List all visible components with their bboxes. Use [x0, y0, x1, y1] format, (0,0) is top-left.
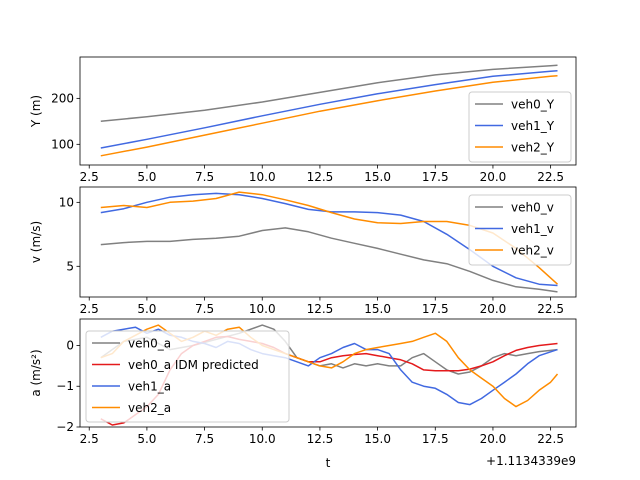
x-tick-label-2-5: 15.0	[364, 432, 391, 446]
y-axis-label-2: a (m/s²)	[29, 349, 43, 396]
x-tick-label-2-2: 7.5	[195, 432, 214, 446]
legend-label-0-1: veh1_Y	[511, 119, 555, 133]
series-line-0-0	[100, 64, 558, 123]
x-tick-label-1-2: 7.5	[195, 302, 214, 316]
x-tick-label-0-2: 7.5	[195, 170, 214, 184]
legend-label-0-2: veh2_Y	[511, 141, 555, 155]
x-tick-label-2-6: 17.5	[422, 432, 449, 446]
legend-label-1-1: veh1_v	[511, 222, 554, 236]
x-tick-label-0-8: 22.5	[537, 170, 564, 184]
x-tick-label-1-7: 20.0	[480, 302, 507, 316]
x-tick-label-0-5: 15.0	[364, 170, 391, 184]
x-tick-label-2-8: 22.5	[537, 432, 564, 446]
x-tick-label-2-4: 12.5	[307, 432, 334, 446]
series-line-0-2	[100, 75, 558, 157]
legend-label-0-0: veh0_Y	[511, 98, 555, 112]
x-tick-label-0-4: 12.5	[307, 170, 334, 184]
x-tick-label-1-0: 2.5	[80, 302, 99, 316]
y-axis-label-1: v (m/s)	[29, 221, 43, 263]
series-line-0-1	[100, 70, 558, 149]
y-tick-label-2-0: −2	[56, 420, 74, 434]
y-tick-label-0-1: 200	[51, 91, 74, 105]
legend-2	[85, 330, 290, 423]
x-tick-label-0-6: 17.5	[422, 170, 449, 184]
x-tick-label-1-4: 12.5	[307, 302, 334, 316]
x-tick-label-0-0: 2.5	[80, 170, 99, 184]
y-tick-label-0-0: 100	[51, 137, 74, 151]
legend-label-1-0: veh0_v	[511, 201, 554, 215]
legend-0	[468, 91, 572, 163]
x-tick-label-1-3: 10.0	[249, 302, 276, 316]
legend-label-1-2: veh2_v	[511, 244, 554, 258]
series-line-1-0	[100, 227, 558, 293]
legend-label-2-0: veh0_a	[128, 337, 171, 351]
x-offset-label: +1.1134339e9	[486, 454, 576, 468]
legend-1	[468, 194, 572, 266]
x-tick-label-0-1: 5.0	[137, 170, 156, 184]
legend-label-2-1: veh0_a IDM predicted	[128, 358, 259, 372]
x-tick-label-2-3: 10.0	[249, 432, 276, 446]
y-tick-label-2-2: 0	[66, 338, 74, 352]
x-tick-label-0-7: 20.0	[480, 170, 507, 184]
x-tick-label-0-3: 10.0	[249, 170, 276, 184]
y-tick-label-1-0: 5	[66, 259, 74, 273]
x-tick-label-1-1: 5.0	[137, 302, 156, 316]
x-tick-label-2-1: 5.0	[137, 432, 156, 446]
legend-label-2-3: veh2_a	[128, 401, 171, 415]
x-tick-label-1-6: 17.5	[422, 302, 449, 316]
x-tick-label-1-5: 15.0	[364, 302, 391, 316]
y-axis-label-0: Y (m)	[29, 95, 43, 128]
y-tick-label-2-1: −1	[56, 379, 74, 393]
y-tick-label-1-1: 10	[59, 195, 74, 209]
legend-label-2-2: veh1_a	[128, 380, 171, 394]
x-axis-label: t	[326, 456, 331, 470]
x-tick-label-1-8: 22.5	[537, 302, 564, 316]
x-tick-label-2-0: 2.5	[80, 432, 99, 446]
x-tick-label-2-7: 20.0	[480, 432, 507, 446]
